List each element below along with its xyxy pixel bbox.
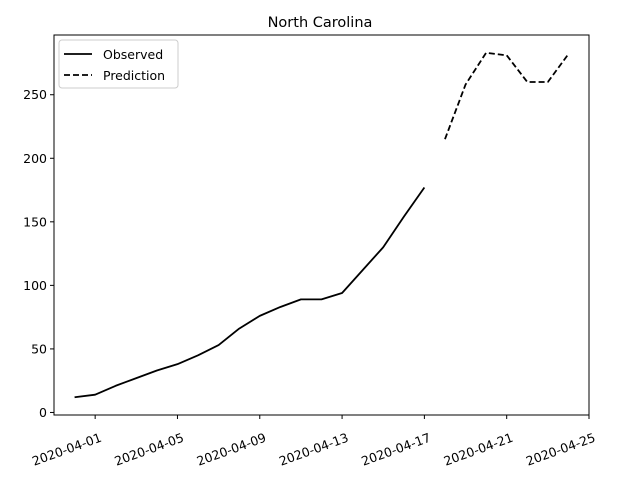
y-tick-label: 100 bbox=[23, 278, 47, 293]
observed-data-point bbox=[424, 187, 426, 189]
observed-data-point bbox=[280, 306, 282, 308]
observed-data-point bbox=[94, 394, 96, 396]
observed-data-point bbox=[403, 216, 405, 218]
legend-box bbox=[58, 39, 179, 89]
series-line-prediction bbox=[444, 51, 570, 140]
observed-data-point bbox=[74, 396, 76, 398]
x-tick-label: 2020-04-17 bbox=[359, 430, 432, 469]
y-tick-label: 250 bbox=[23, 87, 47, 102]
legend-observed-label: Observed bbox=[103, 47, 163, 62]
x-tick-label: 2020-04-05 bbox=[112, 430, 185, 469]
observed-data-point bbox=[238, 328, 240, 330]
series-layer bbox=[74, 51, 570, 399]
prediction-data-point bbox=[506, 55, 508, 57]
plot-frame bbox=[53, 34, 590, 416]
observed-data-point bbox=[300, 299, 302, 301]
x-tick-label: 2020-04-25 bbox=[524, 430, 597, 469]
prediction-data-point bbox=[465, 84, 467, 86]
prediction-data-point bbox=[568, 53, 570, 55]
x-tick-label: 2020-04-01 bbox=[30, 430, 103, 469]
axes-layer: 0 50 100 150 200 250 2020-04-01 2020-04-05 2020-… bbox=[23, 87, 597, 468]
chart-title: North Carolina bbox=[268, 15, 373, 31]
x-tick-label: 2020-04-13 bbox=[277, 430, 350, 469]
x-tick-label: 2020-04-21 bbox=[442, 430, 515, 469]
observed-data-point bbox=[341, 292, 343, 294]
legend: Observed Prediction bbox=[58, 39, 179, 89]
observed-data-point bbox=[156, 370, 158, 372]
observed-data-point bbox=[177, 363, 179, 365]
observed-data-point bbox=[218, 344, 220, 346]
observed-data-point bbox=[136, 377, 138, 379]
legend-prediction-label: Prediction bbox=[103, 68, 165, 83]
y-tick-label: 200 bbox=[23, 151, 47, 166]
prediction-data-point bbox=[526, 81, 528, 83]
observed-data-point bbox=[382, 246, 384, 248]
y-tick-label: 150 bbox=[23, 214, 47, 229]
prediction-data-point bbox=[444, 138, 446, 140]
x-tick-label: 2020-04-09 bbox=[195, 430, 268, 469]
observed-data-point bbox=[362, 269, 364, 271]
y-tick-label: 0 bbox=[39, 405, 47, 420]
prediction-data-point bbox=[547, 81, 549, 83]
observed-data-point bbox=[321, 299, 323, 301]
y-tick-label: 50 bbox=[31, 341, 47, 356]
observed-data-point bbox=[115, 385, 117, 387]
series-line-observed bbox=[74, 186, 426, 399]
prediction-data-point bbox=[485, 52, 487, 54]
observed-data-point bbox=[197, 354, 199, 356]
observed-data-point bbox=[259, 315, 261, 317]
